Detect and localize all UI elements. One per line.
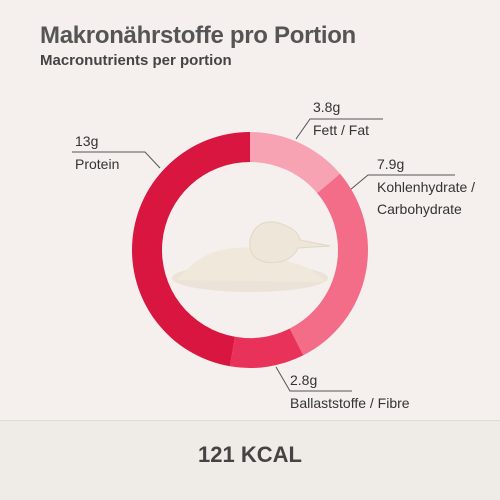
leader-line: [295, 118, 383, 140]
value-label: 2.8g: [290, 372, 318, 388]
total-label: 121 KCAL: [198, 442, 302, 467]
leader-line: [72, 151, 161, 169]
category-label: Protein: [75, 156, 120, 172]
subtitle: Macronutrients per portion: [40, 52, 232, 69]
value-label: 3.8g: [313, 99, 341, 115]
category-label: Ballaststoffe / Fibre: [290, 395, 410, 411]
footer-band: [0, 420, 500, 500]
donut-segment: [250, 132, 341, 194]
donut-segment: [229, 328, 304, 368]
powder-illustration: [172, 221, 331, 292]
scoop: [249, 221, 331, 263]
leader-line: [275, 366, 352, 392]
leader-line: [349, 174, 455, 191]
leader-lines: [72, 118, 455, 392]
powder-pile: [178, 247, 325, 282]
donut-segment: [289, 173, 369, 356]
donut-segment: [132, 131, 250, 367]
category-label: Fett / Fat: [313, 122, 370, 138]
category-label: Kohlenhydrate / Carbohydrate: [377, 179, 476, 217]
donut: [132, 131, 369, 368]
value-label: 7.9g: [377, 156, 405, 172]
title: Makronährstoffe pro Portion: [40, 22, 356, 49]
value-label: 13g: [75, 133, 99, 149]
